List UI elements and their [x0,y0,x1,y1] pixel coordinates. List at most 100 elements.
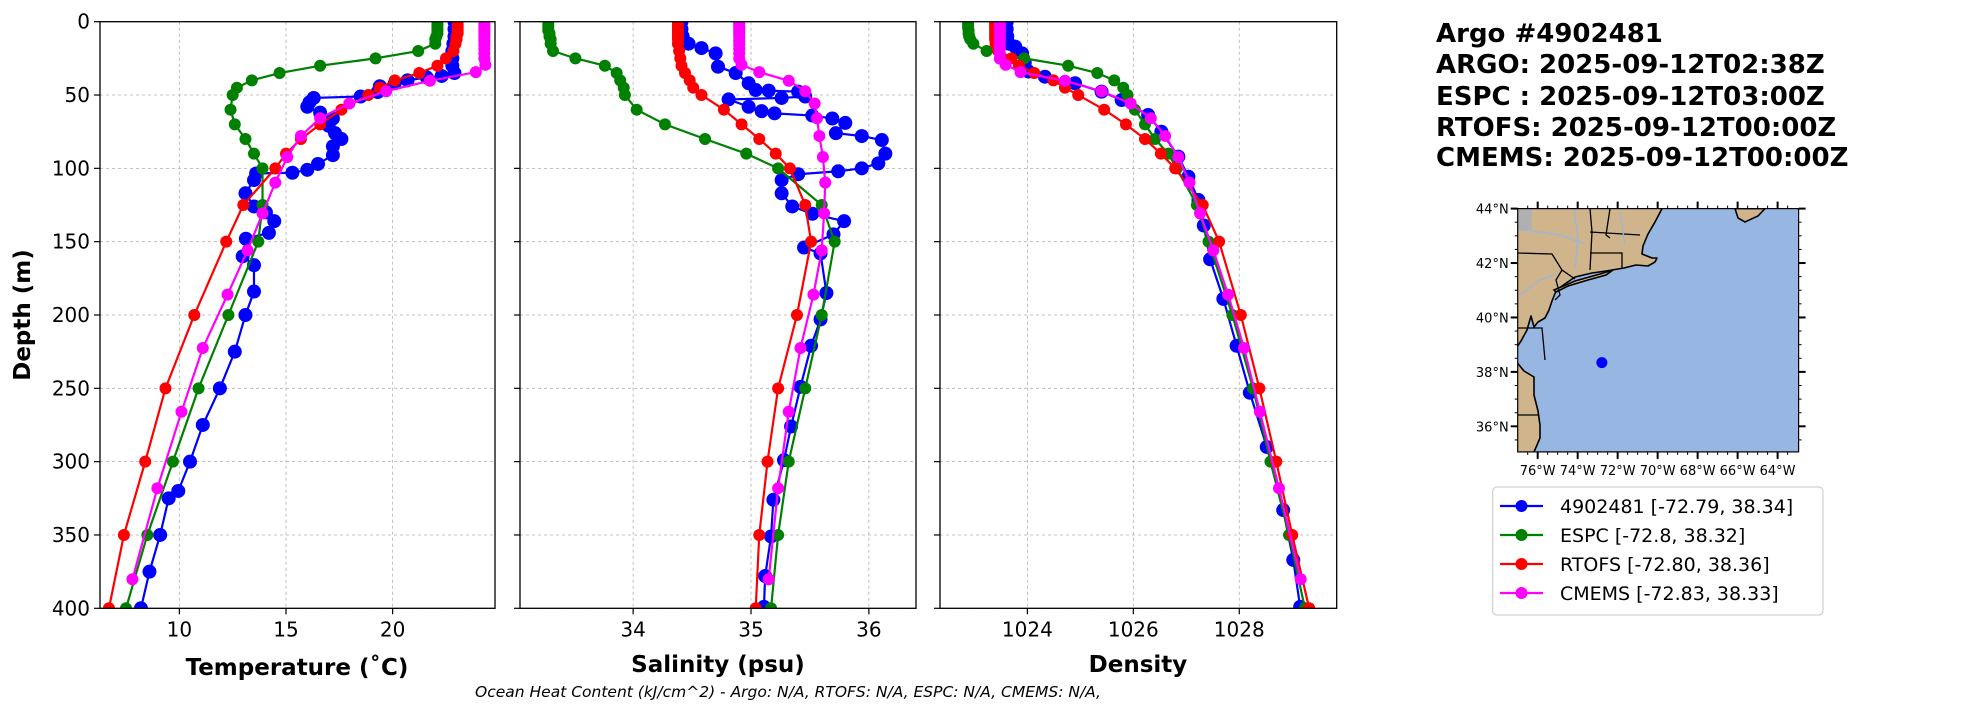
lon-tick-label: 68°W [1680,464,1716,479]
legend-item[interactable]: CMEMS [-72.83, 38.33] [1500,583,1779,605]
data-point-cmems [380,85,393,98]
data-point-rtofs [1154,147,1167,160]
data-point-rtofs [1169,162,1182,175]
data-point-espc [412,45,425,58]
data-point-rtofs [159,382,172,395]
temperature-series [102,21,492,609]
map-rivers [1519,208,1626,296]
legend-frame [1492,486,1824,616]
data-point-espc [815,309,828,321]
map-ticks: 44°N 42°N 40°N 38°N 36°N 76°W 74°W 72°W 70°W 68°W… [1476,201,1806,479]
data-point-rtofs [431,59,444,72]
data-point-espc [369,52,382,65]
data-point-cmems [1124,97,1137,110]
data-point-4902481 [133,601,148,609]
data-point-4902481 [267,214,282,229]
data-point-espc [598,59,611,72]
data-point-rtofs [761,455,774,468]
data-point-4902481 [761,83,776,98]
data-point-cmems [314,112,327,125]
x-tick-label: 1024 [1002,617,1053,641]
data-point-rtofs [188,309,201,321]
legend-dot-marker-icon [1515,587,1528,599]
x-axis-label-temperature: Temperature (˚C) [186,654,409,681]
data-point-rtofs [805,235,818,248]
series-line-4902481 [1005,21,1302,607]
data-point-4902481 [238,231,253,246]
legend-dot-marker-icon [1515,500,1528,512]
data-point-rtofs [717,103,730,116]
data-point-cmems [811,112,823,125]
data-point-espc [273,67,286,80]
legend-item[interactable]: ESPC [-72.8, 38.32] [1500,525,1745,547]
data-point-espc [245,74,258,87]
data-point-cmems [294,129,307,142]
data-point-cmems [423,74,436,87]
data-point-cmems [269,176,282,189]
data-point-espc [252,235,265,248]
data-point-rtofs [769,147,782,160]
legend-item[interactable]: RTOFS [-72.80, 38.36] [1500,554,1770,576]
data-point-cmems [1253,405,1266,418]
data-point-4902481 [721,92,736,107]
data-point-rtofs [237,199,250,212]
data-point-4902481 [831,164,846,179]
y-tick-label: 0 [77,10,90,34]
data-point-4902481 [694,41,709,56]
data-point-rtofs [269,162,282,175]
data-point-cmems [175,405,188,418]
x-tick-label: 15 [273,617,298,641]
x-tick-label: 10 [167,617,192,641]
map-long-island [1552,269,1614,293]
data-point-cmems [753,66,766,79]
data-point-espc [256,162,269,175]
data-point-rtofs [1253,382,1266,395]
title-line-espc-time: ESPC : 2025-09-12T03:00Z [1436,82,1825,112]
data-point-espc [630,103,643,116]
data-point-4902481 [246,284,261,299]
data-point-4902481 [741,99,756,114]
data-point-espc [166,455,179,468]
data-point-cmems [794,341,807,354]
data-point-4902481 [825,111,840,126]
y-axis-label: Depth (m) [10,249,36,381]
lat-tick-label: 42°N [1476,257,1509,272]
legend-label: RTOFS [-72.80, 38.36] [1560,554,1770,576]
data-point-cmems [1159,129,1172,142]
data-point-cmems [1183,176,1196,189]
data-point-4902481 [785,199,800,214]
data-point-4902481 [871,156,886,171]
lon-tick-label: 76°W [1520,464,1556,479]
data-point-rtofs [1119,118,1132,131]
data-point-espc [314,59,327,72]
data-point-espc [772,162,785,175]
data-point-4902481 [153,527,168,542]
legend-item[interactable]: 4902481 [-72.79, 38.34] [1500,496,1793,518]
data-point-rtofs [413,67,426,80]
legend-label: 4902481 [-72.79, 38.34] [1560,496,1793,518]
data-point-cmems [815,244,828,257]
data-point-4902481 [767,106,782,121]
map-nova-scotia [1734,208,1767,223]
data-point-rtofs [1098,103,1111,116]
data-point-4902481 [238,308,253,322]
title-line-argo-id: Argo #4902481 [1436,19,1663,49]
data-point-cmems [221,288,234,301]
data-point-4902481 [195,417,210,432]
data-point-rtofs [139,455,152,468]
data-point-cmems [799,85,812,98]
series-line-cmems [998,22,1302,580]
argo-float-marker[interactable] [1596,357,1608,369]
data-point-espc [429,37,442,50]
data-point-espc [799,382,812,395]
data-point-cmems [808,97,821,110]
axes-frame [99,21,496,609]
data-point-4902481 [212,381,227,396]
data-point-rtofs [447,45,460,58]
y-tick-label: 50 [65,83,90,107]
data-point-rtofs [772,382,785,395]
data-point-espc [980,45,993,58]
data-point-cmems [813,129,826,142]
